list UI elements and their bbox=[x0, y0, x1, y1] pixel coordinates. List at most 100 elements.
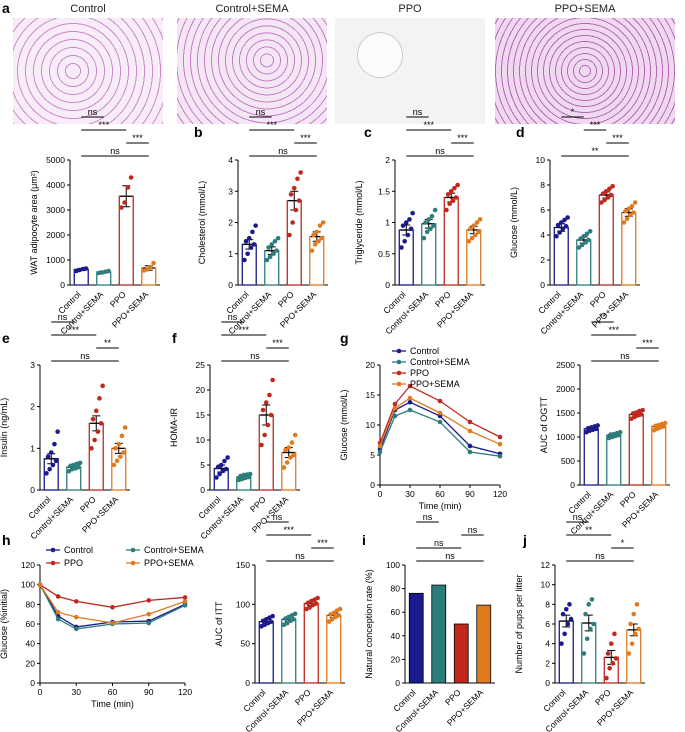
tg-point-0-0 bbox=[399, 245, 404, 250]
itt-series-3-point-5 bbox=[182, 599, 188, 604]
chol-point-1-1 bbox=[267, 254, 273, 260]
tg-point-0-7 bbox=[410, 210, 415, 216]
homa-sig-label-1: *** bbox=[238, 325, 249, 335]
glu-point-1-0 bbox=[576, 245, 582, 250]
itt-series-line-2 bbox=[39, 584, 186, 608]
auc_itt-point-3-3 bbox=[336, 613, 341, 618]
chart-ogtt: 0 5 10 15 20 Glucose (mmol/L) 0 30 60 90 120 Time (… bbox=[339, 346, 507, 511]
tg-point-2-2 bbox=[450, 198, 456, 203]
ogtt-legend-label-3: PPO+SEMA bbox=[410, 379, 460, 389]
auc_itt-point-2-1 bbox=[307, 605, 312, 610]
chol-y-tick-label-1: 1 bbox=[228, 249, 233, 259]
ins-point-3-3 bbox=[121, 450, 126, 455]
panel-letter-c: c bbox=[364, 124, 372, 140]
auc_ogtt-sig-label-1: *** bbox=[608, 325, 619, 335]
chol-point-0-1 bbox=[245, 251, 250, 257]
conc-bar-2 bbox=[453, 623, 469, 684]
glu-sig-label-0: * bbox=[571, 107, 575, 117]
pups-point-1-5 bbox=[586, 602, 592, 607]
ins-point-2-1 bbox=[92, 437, 97, 443]
auc_ogtt-y-tick-label-4: 2000 bbox=[556, 384, 575, 394]
pups-point-3-3 bbox=[636, 626, 641, 632]
chol-point-0-4 bbox=[243, 238, 249, 244]
pups-y-tick-label-3: 6 bbox=[545, 619, 550, 629]
glu-sig-label-1: *** bbox=[590, 120, 601, 130]
ogtt-x-tick-label-4: 120 bbox=[493, 489, 507, 499]
pups-point-3-4 bbox=[628, 621, 633, 627]
itt-y-tick-label-5: 100 bbox=[21, 580, 35, 590]
auc_ogtt-y-tick-label-2: 1000 bbox=[556, 432, 575, 442]
chol-point-0-6 bbox=[250, 229, 255, 235]
glu-point-2-3 bbox=[608, 192, 614, 198]
conc-bar-3 bbox=[476, 604, 492, 684]
glu-point-0-1 bbox=[557, 230, 562, 235]
chol-point-1-6 bbox=[272, 238, 278, 244]
tg-point-3-4 bbox=[468, 226, 473, 232]
itt-y-tick-label-2: 40 bbox=[26, 639, 36, 649]
itt-y-tick-label-4: 80 bbox=[26, 599, 36, 609]
ogtt-legend-label-2: PPO bbox=[410, 368, 429, 378]
pups-point-1-0 bbox=[581, 651, 587, 656]
tg-point-3-6 bbox=[474, 220, 480, 225]
tg-point-1-7 bbox=[432, 207, 438, 213]
homa-point-2-1 bbox=[262, 432, 267, 438]
ogtt-y-tick-label-2: 10 bbox=[366, 420, 376, 430]
tg-point-0-5 bbox=[403, 220, 409, 225]
homa-point-2-2 bbox=[265, 422, 271, 428]
ins-point-2-7 bbox=[100, 383, 105, 389]
ogtt-series-3-point-5 bbox=[497, 441, 503, 447]
glu-y-tick-label-0: 0 bbox=[540, 280, 545, 290]
pups-point-1-4 bbox=[583, 611, 588, 617]
ins-point-2-5 bbox=[93, 408, 99, 414]
wat-point-0-3 bbox=[83, 266, 89, 271]
wat-point-2-3 bbox=[128, 175, 134, 180]
ogtt-x-axis-label: Time (min) bbox=[419, 501, 462, 511]
ogtt-x-tick-label-0: 0 bbox=[378, 489, 383, 499]
ogtt-legend-marker-1 bbox=[396, 359, 402, 365]
wat-sig-label-3: ns bbox=[110, 146, 120, 156]
homa-point-3-0 bbox=[281, 465, 287, 470]
chart-itt: 0 20 40 60 80 100 120 Glucose (%initial) 0 30 60 90… bbox=[0, 545, 204, 709]
pups-point-3-6 bbox=[634, 602, 640, 607]
pups-point-2-2 bbox=[610, 661, 616, 666]
itt-series-3-point-3 bbox=[110, 620, 115, 626]
histology-image-control bbox=[13, 18, 163, 124]
ins-point-0-7 bbox=[55, 429, 60, 434]
homa-point-3-3 bbox=[291, 452, 296, 458]
chol-point-1-3 bbox=[274, 248, 279, 253]
ins-point-3-6 bbox=[119, 433, 125, 439]
tg-point-2-3 bbox=[453, 195, 459, 200]
auc_itt-point-1-3 bbox=[291, 616, 296, 622]
homa-point-3-6 bbox=[289, 440, 295, 445]
auc_ogtt-bar-1 bbox=[606, 434, 622, 486]
chol-point-0-0 bbox=[242, 257, 247, 263]
conc-y-tick-label-2: 40 bbox=[391, 631, 401, 641]
ogtt-y-tick-label-3: 15 bbox=[366, 390, 376, 400]
tg-y-tick-label-3: 1.5 bbox=[378, 186, 390, 196]
tg-point-0-3 bbox=[408, 226, 414, 232]
homa-sig-label-0: ns bbox=[228, 312, 238, 322]
chol-sig-label-1: *** bbox=[266, 120, 277, 130]
itt-y-tick-label-6: 120 bbox=[21, 560, 35, 570]
chol-y-tick-label-3: 3 bbox=[228, 186, 233, 196]
homa-point-0-0 bbox=[214, 475, 219, 480]
ins-point-2-0 bbox=[89, 446, 94, 451]
ogtt-series-1-point-1 bbox=[392, 413, 398, 419]
pups-sig-label-0: ns bbox=[573, 512, 583, 522]
glu-point-2-5 bbox=[603, 188, 609, 194]
glu-point-0-7 bbox=[565, 215, 570, 220]
auc_ogtt-sig-label-0: ** bbox=[599, 312, 607, 322]
auc_itt-x-tick-label-2: PPO bbox=[293, 687, 313, 707]
ogtt-x-tick-label-3: 90 bbox=[465, 489, 475, 499]
chol-point-0-3 bbox=[251, 242, 257, 247]
ins-point-3-5 bbox=[116, 441, 122, 447]
ins-point-2-6 bbox=[97, 396, 102, 401]
ogtt-series-1-point-4 bbox=[467, 449, 473, 455]
auc_ogtt-y-tick-label-3: 1500 bbox=[556, 408, 575, 418]
homa-point-0-5 bbox=[218, 462, 224, 468]
glu-sig-label-2: *** bbox=[612, 133, 623, 143]
conc-y-axis-label: Natural conception rate (%) bbox=[364, 569, 374, 679]
